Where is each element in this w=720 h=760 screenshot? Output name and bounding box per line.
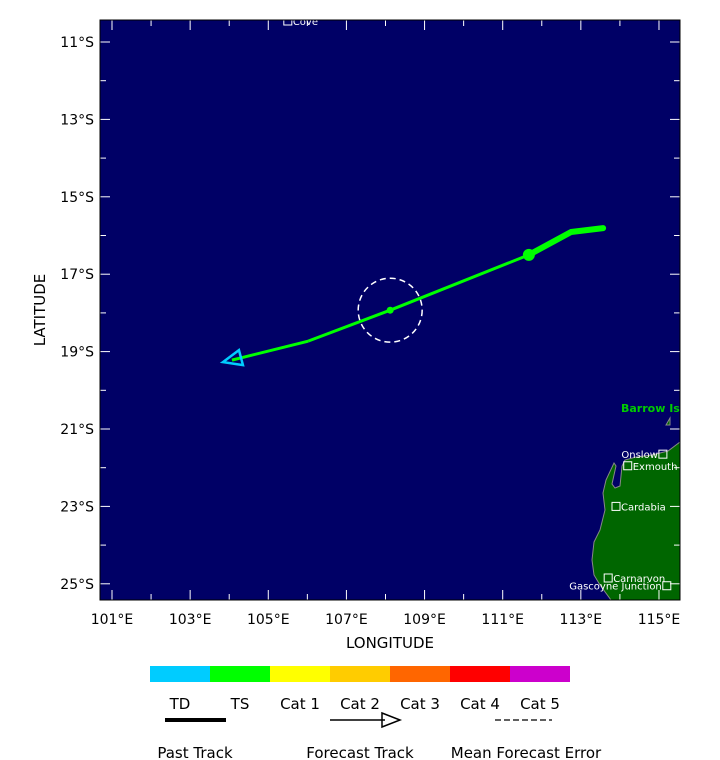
lat-tick-label: 25°S — [60, 577, 94, 593]
place-label: Cardabia — [621, 502, 666, 513]
lon-tick-label: 113°E — [560, 612, 603, 628]
place-label: Onslow — [621, 450, 658, 461]
place-marker — [623, 461, 633, 471]
legend-mean-error-label: Mean Forecast Error — [451, 744, 602, 760]
lat-tick-label: 19°S — [60, 345, 94, 361]
lon-tick-label: 103°E — [169, 612, 212, 628]
x-axis-label: LONGITUDE — [346, 634, 434, 652]
legend-category-label: TD — [169, 695, 191, 713]
legend-swatch-cat-4 — [450, 666, 510, 682]
legend-forecast-track-label: Forecast Track — [306, 744, 414, 760]
legend-category-label: Cat 3 — [400, 695, 440, 713]
legend-category-label: TS — [230, 695, 250, 713]
legend-swatch-cat-2 — [330, 666, 390, 682]
place-label: Exmouth — [633, 462, 678, 473]
legend-past-track-label: Past Track — [157, 744, 233, 760]
forecast-track-segment — [231, 339, 309, 362]
lon-tick-label: 101°E — [91, 612, 134, 628]
lat-tick-label: 15°S — [60, 190, 94, 206]
y-axis-label: LATITUDE — [31, 274, 49, 347]
legend-category-label: Cat 2 — [340, 695, 380, 713]
past-track-line — [525, 225, 607, 258]
legend-category-label: Cat 5 — [520, 695, 560, 713]
place-label: Gascoyne Junction — [569, 582, 662, 593]
legend-forecast-arrow-icon — [381, 711, 403, 729]
mean-error-circle — [357, 277, 423, 343]
place-marker — [611, 501, 621, 511]
forecast-track-segment — [307, 308, 391, 343]
lat-tick-label: 23°S — [60, 499, 94, 515]
land-australia — [591, 441, 680, 600]
forecast-track-segment — [389, 253, 530, 312]
lon-tick-label: 107°E — [325, 612, 368, 628]
storm-track — [219, 225, 607, 367]
axis-ticks — [100, 20, 680, 600]
current-position-dot — [522, 248, 535, 261]
place-marker — [658, 449, 668, 459]
lon-tick-label: 105°E — [247, 612, 290, 628]
legend-swatch-cat-3 — [390, 666, 450, 682]
legend: TD TS Cat 1 Cat 2 Cat 3 Cat 4 Cat 5 — [150, 666, 570, 713]
legend-swatch-cat-1 — [270, 666, 330, 682]
lat-tick-label: 17°S — [60, 267, 94, 283]
place-marker — [283, 16, 293, 26]
forecast-point-dot — [386, 306, 394, 314]
lon-tick-label: 109°E — [403, 612, 446, 628]
legend-category-label: Cat 1 — [280, 695, 320, 713]
place-marker — [603, 573, 613, 583]
place-label: Cove — [293, 17, 318, 28]
legend-swatch-td — [150, 666, 210, 682]
lat-tick-label: 11°S — [60, 35, 94, 51]
lat-tick-label: 21°S — [60, 422, 94, 438]
forecast-end-arrow-icon — [219, 348, 245, 367]
lat-tick-label: 13°S — [60, 112, 94, 128]
place-label: Carnarvon — [613, 574, 665, 585]
lon-tick-label: 111°E — [481, 612, 524, 628]
place-marker — [662, 581, 672, 591]
lon-tick-label: 115°E — [638, 612, 681, 628]
legend-category-label: Cat 4 — [460, 695, 500, 713]
barrow-island — [665, 416, 671, 426]
barrow-island-label: Barrow Is — [621, 402, 680, 415]
legend-swatch-cat-5 — [510, 666, 570, 682]
legend-swatch-ts — [210, 666, 270, 682]
